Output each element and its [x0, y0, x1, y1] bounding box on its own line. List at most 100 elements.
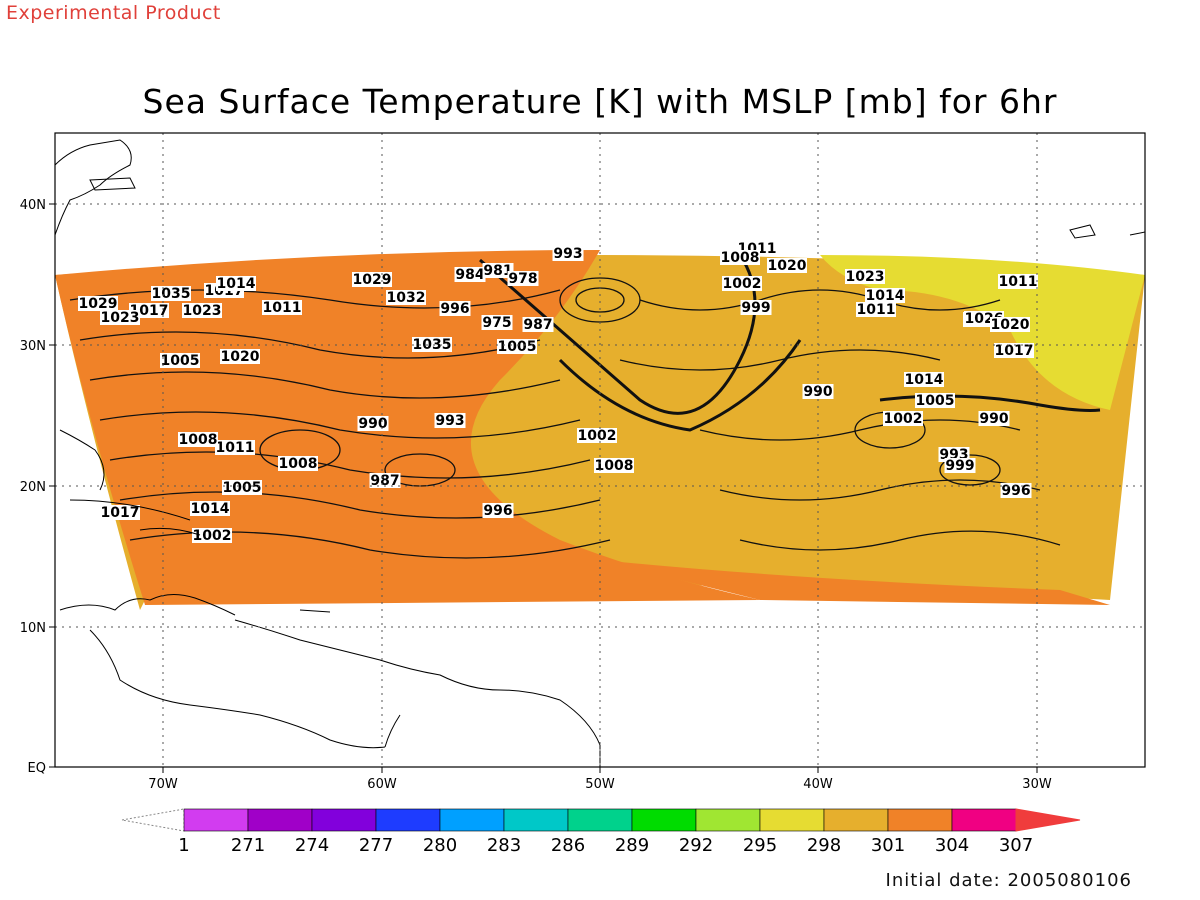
- isobar-label: 1005: [160, 353, 200, 369]
- svg-text:1014: 1014: [217, 276, 256, 292]
- colorbar-label: 307: [999, 835, 1033, 856]
- isobar-label: 1020: [767, 258, 807, 274]
- colorbar-label: 274: [295, 835, 329, 856]
- isobar-label: 1002: [192, 528, 232, 544]
- lat-labels: 40N 30N 20N 10N EQ: [20, 198, 46, 776]
- svg-text:999: 999: [741, 300, 770, 316]
- svg-text:1014: 1014: [866, 288, 905, 304]
- colorbar-label: 298: [807, 835, 841, 856]
- colorbar-swatch: [759, 808, 825, 832]
- svg-text:1029: 1029: [353, 272, 392, 288]
- svg-text:1020: 1020: [221, 349, 260, 365]
- initial-date-value: 2005080106: [1007, 870, 1132, 891]
- svg-text:1020: 1020: [768, 258, 807, 274]
- svg-text:1014: 1014: [905, 372, 944, 388]
- isobar-label: 1008: [178, 432, 218, 448]
- colorbar-swatch: [631, 808, 697, 832]
- isobar-label: 984: [454, 267, 486, 283]
- colorbar-label: 286: [551, 835, 585, 856]
- isobar-label: 1017: [100, 505, 140, 521]
- isobar-label: 1014: [190, 501, 230, 517]
- svg-text:990: 990: [358, 416, 387, 432]
- svg-text:1005: 1005: [498, 339, 537, 355]
- svg-text:1005: 1005: [161, 353, 200, 369]
- isobar-label: 1017: [994, 343, 1034, 359]
- colorbar-label: 1: [178, 835, 189, 856]
- svg-text:987: 987: [370, 473, 399, 489]
- isobar-label: 1020: [220, 349, 260, 365]
- svg-text:1032: 1032: [387, 290, 426, 306]
- colorbar-label: 292: [679, 835, 713, 856]
- colorbar-swatch: [695, 808, 761, 832]
- isobar-label: 1032: [386, 290, 426, 306]
- lon-labels: 70W 60W 50W 40W 30W: [148, 777, 1052, 792]
- svg-text:993: 993: [553, 246, 582, 262]
- colorbar-label: 283: [487, 835, 521, 856]
- isobar-label: 1023: [100, 310, 140, 326]
- isobar-label: 1029: [78, 296, 118, 312]
- isobar-label: 1035: [151, 286, 191, 302]
- svg-text:1008: 1008: [179, 432, 218, 448]
- colorbar-label: 301: [871, 835, 905, 856]
- colorbar-label: 289: [615, 835, 649, 856]
- svg-text:978: 978: [508, 271, 537, 287]
- isobar-label: 1011: [215, 440, 255, 456]
- svg-text:1002: 1002: [578, 428, 617, 444]
- svg-text:1008: 1008: [279, 456, 318, 472]
- svg-text:1023: 1023: [183, 303, 222, 319]
- colorbar-label: 295: [743, 835, 777, 856]
- isobar-label: 993: [434, 413, 466, 429]
- initial-date-label: Initial date:: [885, 870, 1001, 891]
- svg-text:1005: 1005: [916, 393, 955, 409]
- colorbar: [121, 808, 1081, 832]
- lat-label-30n: 30N: [20, 339, 46, 354]
- svg-text:996: 996: [483, 503, 512, 519]
- svg-text:996: 996: [1001, 483, 1030, 499]
- svg-text:1035: 1035: [152, 286, 191, 302]
- lat-label-eq: EQ: [28, 761, 46, 776]
- svg-text:996: 996: [440, 301, 469, 317]
- lon-label-30w: 30W: [1022, 777, 1052, 792]
- svg-text:1002: 1002: [193, 528, 232, 544]
- isobar-label: 1014: [904, 372, 944, 388]
- svg-text:1017: 1017: [101, 505, 140, 521]
- colorbar-swatch: [439, 808, 505, 832]
- svg-text:1011: 1011: [216, 440, 255, 456]
- isobar-label: 996: [482, 503, 514, 519]
- lon-label-50w: 50W: [585, 777, 615, 792]
- isobar-label: 1011: [998, 274, 1038, 290]
- isobar-label: 990: [357, 416, 389, 432]
- isobar-label: 1002: [577, 428, 617, 444]
- isobar-label: 999: [944, 458, 976, 474]
- isobar-label: 1011: [856, 302, 896, 318]
- lat-label-40n: 40N: [20, 198, 46, 213]
- svg-text:1011: 1011: [999, 274, 1038, 290]
- lon-label-60w: 60W: [367, 777, 397, 792]
- isobar-label: 987: [522, 317, 554, 333]
- svg-text:981: 981: [483, 263, 512, 279]
- colorbar-swatch: [183, 808, 249, 832]
- colorbar-swatch: [567, 808, 633, 832]
- colorbar-left-arrow: [121, 808, 185, 832]
- svg-text:1035: 1035: [413, 337, 452, 353]
- svg-text:987: 987: [523, 317, 552, 333]
- isobar-label: 1008: [720, 250, 760, 266]
- isobar-label: 1002: [722, 276, 762, 292]
- svg-text:975: 975: [482, 315, 511, 331]
- isobar-label: 996: [1000, 483, 1032, 499]
- lon-label-40w: 40W: [803, 777, 833, 792]
- isobar-label: 993: [552, 246, 584, 262]
- isobar-label: 1005: [915, 393, 955, 409]
- axis-ticks: [49, 203, 1038, 773]
- isobar-label: 1014: [216, 276, 256, 292]
- lat-label-10n: 10N: [20, 621, 46, 636]
- colorbar-swatch: [375, 808, 441, 832]
- isobar-label: 1011: [262, 300, 302, 316]
- isobar-label: 1008: [594, 458, 634, 474]
- colorbar-swatch: [311, 808, 377, 832]
- svg-text:984: 984: [455, 267, 484, 283]
- svg-text:1011: 1011: [263, 300, 302, 316]
- experimental-product-tag: Experimental Product: [6, 2, 221, 24]
- colorbar-swatch: [503, 808, 569, 832]
